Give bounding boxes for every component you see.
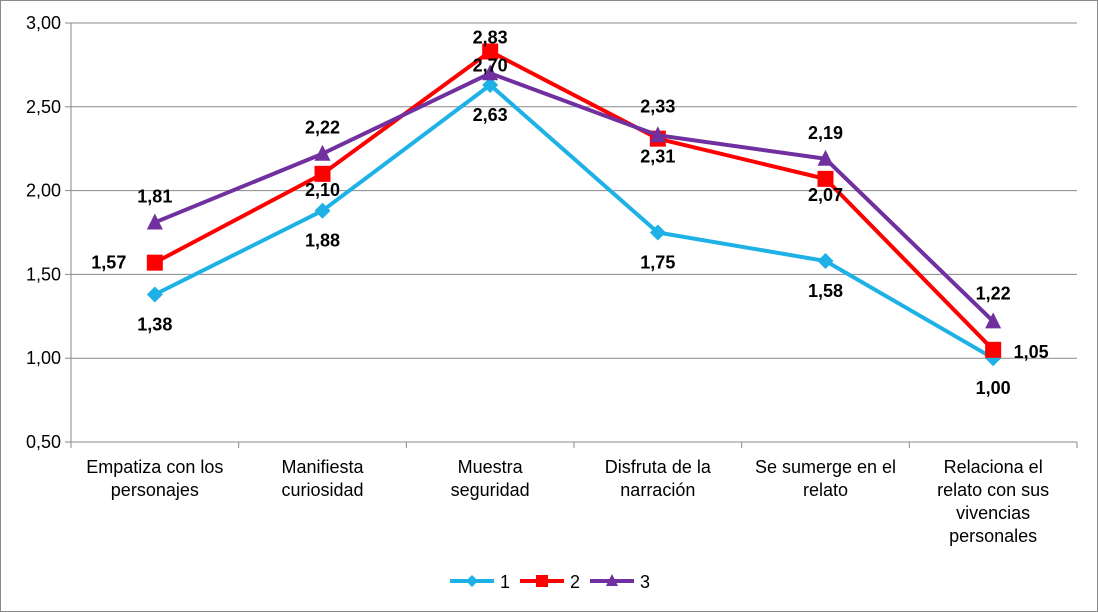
category-label: Relaciona el relato con sus vivencias perso…	[937, 457, 1049, 546]
series-2-point	[314, 165, 331, 182]
data-label: 1,22	[976, 283, 1011, 303]
y-tick-label: 3,00	[26, 13, 61, 33]
data-label: 1,81	[137, 186, 172, 206]
data-label: 1,38	[137, 315, 172, 335]
category-label: Muestra seguridad	[451, 457, 530, 500]
data-label: 1,75	[640, 253, 675, 273]
data-label: 1,05	[1014, 342, 1049, 362]
data-label: 2,10	[305, 180, 340, 200]
series-1-line	[153, 83, 995, 360]
series-2-point	[985, 341, 1002, 358]
data-label: 2,33	[640, 96, 675, 116]
data-label: 2,22	[305, 118, 340, 138]
y-tick-label: 1,50	[26, 264, 61, 284]
legend-label: 2	[570, 572, 580, 592]
data-label: 2,83	[473, 27, 508, 47]
series-3-point	[817, 149, 834, 166]
data-label: 2,63	[473, 105, 508, 125]
series-1-point	[314, 202, 331, 219]
legend-marker-1	[466, 575, 478, 587]
y-tick-label: 0,50	[26, 432, 61, 452]
series-1-point	[817, 252, 834, 269]
category-label: Empatiza con los personajes	[86, 457, 223, 500]
data-label: 2,70	[473, 55, 508, 75]
series-3-point	[985, 312, 1002, 329]
category-label: Se sumerge en el relato	[755, 457, 896, 500]
series-3-point	[649, 126, 666, 143]
y-tick-label: 2,00	[26, 181, 61, 201]
data-label: 2,31	[640, 147, 675, 167]
series-3-point	[146, 213, 163, 230]
category-label: Disfruta de la narración	[605, 457, 712, 500]
y-tick-label: 1,00	[26, 348, 61, 368]
data-label: 1,58	[808, 281, 843, 301]
series-1-point	[649, 224, 666, 241]
y-tick-label: 2,50	[26, 97, 61, 117]
data-label: 1,88	[305, 231, 340, 251]
category-label: Manifiesta curiosidad	[281, 457, 364, 500]
legend-label: 1	[500, 572, 510, 592]
data-label: 1,57	[91, 253, 126, 273]
series-3-point	[314, 144, 331, 161]
data-label: 2,07	[808, 185, 843, 205]
series-3-point	[482, 64, 499, 81]
series-3-line	[154, 71, 995, 323]
legend-label: 3	[640, 572, 650, 592]
data-label: 2,19	[808, 123, 843, 143]
series-2-point	[817, 170, 834, 187]
series-1-point	[482, 77, 499, 94]
series-1-point	[146, 286, 163, 303]
legend-marker-2	[536, 575, 548, 587]
legend-marker-3	[606, 574, 618, 586]
series-2-point	[482, 43, 499, 60]
series-2-point	[146, 254, 163, 271]
series-2-line	[153, 49, 995, 352]
data-label: 1,00	[976, 378, 1011, 398]
